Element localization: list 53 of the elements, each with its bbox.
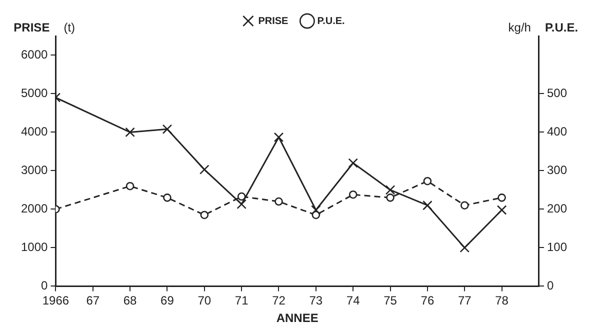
point: [460, 201, 469, 210]
point: [274, 197, 283, 206]
point: [496, 205, 507, 215]
y-tick-label: 3000: [20, 163, 48, 178]
x-tick-label: 76: [420, 294, 434, 308]
x-tick-label: 1966: [42, 294, 70, 308]
x-tick-label: 70: [198, 294, 212, 308]
point: [163, 194, 172, 202]
point: [348, 158, 358, 168]
y-tick-label: 6000: [20, 48, 48, 62]
y-tick-label: 5000: [20, 86, 48, 100]
point: [162, 124, 172, 134]
x-tick-label: 78: [495, 294, 509, 308]
x-tick-label: 72: [272, 294, 286, 308]
point: [422, 200, 432, 210]
y-axis-title: PRISE: [14, 20, 50, 34]
y-tick-label: 1000: [20, 240, 48, 254]
x-axis-title: ANNEE: [276, 311, 318, 326]
x-tick-label: 74: [346, 294, 360, 308]
y2-tick-label: 300: [546, 163, 568, 178]
y2-tick-label: 100: [546, 240, 568, 254]
point: [236, 199, 246, 210]
x-tick-label: 77: [458, 294, 472, 308]
point: [274, 132, 284, 142]
y2-axis-title: P.U.E.: [544, 20, 578, 34]
y2-tick-label: 0: [546, 278, 554, 293]
legend-label: PRISE: [258, 16, 289, 27]
point: [385, 185, 396, 195]
x-tick-label: 67: [86, 294, 100, 308]
text: (t): [64, 20, 76, 34]
point: [348, 190, 358, 199]
legend-label: P.U.E.: [317, 16, 346, 27]
point: [386, 194, 394, 202]
point: [237, 192, 246, 201]
x-tick-label: 73: [309, 294, 323, 308]
point: [200, 210, 209, 220]
point: [200, 164, 210, 174]
text: kg/h: [508, 20, 531, 34]
point: [423, 176, 432, 186]
point: [460, 242, 470, 253]
y2-tick-label: 200: [546, 202, 568, 216]
point: [126, 182, 134, 190]
x-tick-label: 71: [234, 294, 249, 308]
y2-tick-label: 500: [546, 86, 568, 100]
x-tick-label: 69: [160, 294, 174, 308]
y-tick-label: 2000: [20, 202, 48, 216]
x-tick-label: 68: [123, 294, 138, 308]
y-tick-label: 0: [41, 278, 48, 293]
y2-tick-label: 400: [546, 124, 568, 139]
point: [498, 194, 506, 202]
x-tick-label: 75: [384, 294, 398, 308]
point: [125, 127, 135, 138]
y-tick-label: 4000: [20, 124, 48, 139]
